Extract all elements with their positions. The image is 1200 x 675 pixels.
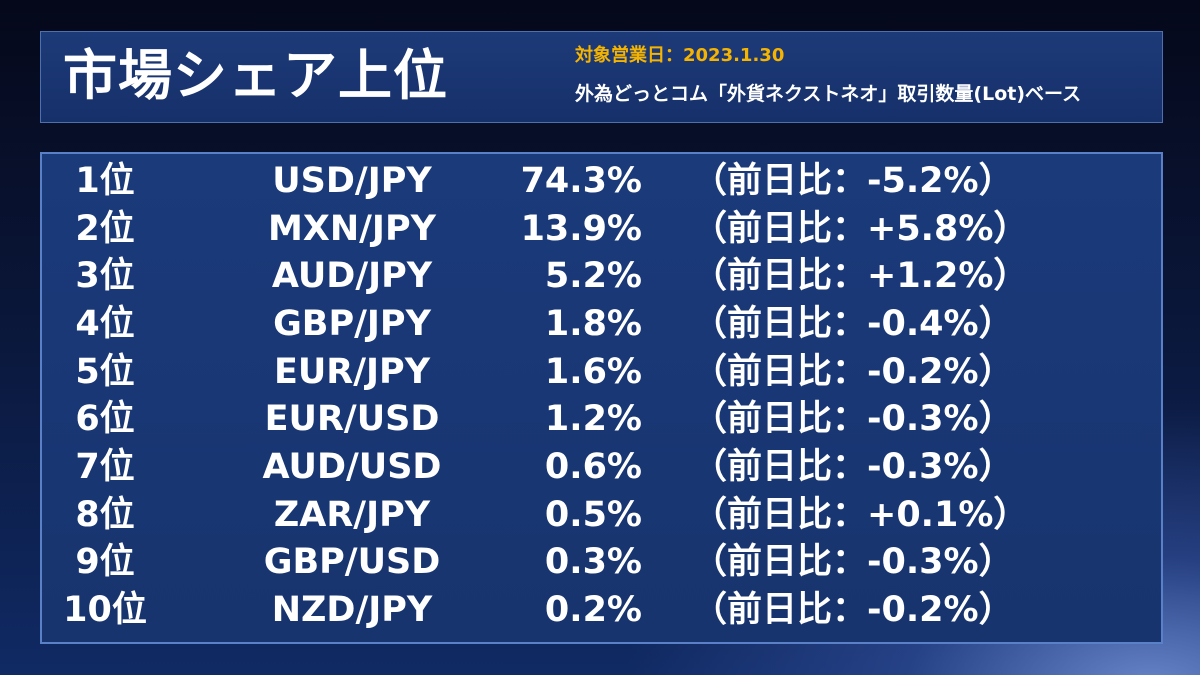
rank-cell: 5位 — [75, 352, 135, 392]
table-row: 3位 AUD/JPY 5.2% （前日比：+1.2%） — [42, 253, 1161, 299]
table-row: 10位 NZD/JPY 0.2% （前日比：-0.2%） — [42, 587, 1161, 633]
table-row: 7位 AUD/USD 0.6% （前日比：-0.3%） — [42, 444, 1161, 490]
share-cell: 5.2% — [544, 256, 642, 296]
share-cell: 1.2% — [544, 399, 642, 439]
rank-cell: 2位 — [75, 209, 135, 249]
table-row: 1位 USD/JPY 74.3% （前日比：-5.2%） — [42, 158, 1161, 204]
currency-pair-cell: MXN/JPY — [268, 209, 436, 249]
day-change-cell: （前日比：+5.8%） — [692, 209, 1029, 249]
rank-cell: 6位 — [75, 399, 135, 439]
share-cell: 0.5% — [544, 495, 642, 535]
share-cell: 0.3% — [544, 542, 642, 582]
currency-pair-cell: AUD/USD — [262, 447, 442, 487]
table-row: 5位 EUR/JPY 1.6% （前日比：-0.2%） — [42, 349, 1161, 395]
ranking-table: 1位 USD/JPY 74.3% （前日比：-5.2%） 2位 MXN/JPY … — [40, 152, 1163, 644]
share-cell: 1.8% — [544, 304, 642, 344]
day-change-cell: （前日比：-0.3%） — [692, 447, 1014, 487]
share-cell: 74.3% — [520, 161, 642, 201]
table-row: 8位 ZAR/JPY 0.5% （前日比：+0.1%） — [42, 492, 1161, 538]
currency-pair-cell: USD/JPY — [272, 161, 432, 201]
data-basis-note: 外為どっとコム「外貨ネクストネオ」取引数量(Lot)ベース — [575, 83, 1082, 105]
rank-cell: 7位 — [75, 447, 135, 487]
rank-cell: 10位 — [63, 590, 147, 630]
currency-pair-cell: GBP/JPY — [273, 304, 431, 344]
rank-cell: 9位 — [75, 542, 135, 582]
rank-cell: 4位 — [75, 304, 135, 344]
currency-pair-cell: NZD/JPY — [271, 590, 433, 630]
currency-pair-cell: GBP/USD — [263, 542, 441, 582]
rank-cell: 3位 — [75, 256, 135, 296]
day-change-cell: （前日比：-0.4%） — [692, 304, 1014, 344]
currency-pair-cell: AUD/JPY — [271, 256, 433, 296]
day-change-cell: （前日比：-0.3%） — [692, 542, 1014, 582]
table-row: 6位 EUR/USD 1.2% （前日比：-0.3%） — [42, 396, 1161, 442]
day-change-cell: （前日比：+0.1%） — [692, 495, 1029, 535]
day-change-cell: （前日比：-0.2%） — [692, 352, 1014, 392]
table-row: 9位 GBP/USD 0.3% （前日比：-0.3%） — [42, 539, 1161, 585]
rank-cell: 1位 — [75, 161, 135, 201]
business-date: 対象営業日：2023.1.30 — [575, 45, 785, 66]
day-change-cell: （前日比：-0.2%） — [692, 590, 1014, 630]
currency-pair-cell: EUR/JPY — [273, 352, 431, 392]
table-row: 4位 GBP/JPY 1.8% （前日比：-0.4%） — [42, 301, 1161, 347]
currency-pair-cell: ZAR/JPY — [273, 495, 431, 535]
header-panel: 市場シェア上位 対象営業日：2023.1.30 外為どっとコム「外貨ネクストネオ… — [40, 31, 1163, 123]
share-cell: 0.6% — [544, 447, 642, 487]
day-change-cell: （前日比：-5.2%） — [692, 161, 1014, 201]
day-change-cell: （前日比：-0.3%） — [692, 399, 1014, 439]
table-row: 2位 MXN/JPY 13.9% （前日比：+5.8%） — [42, 206, 1161, 252]
share-cell: 0.2% — [544, 590, 642, 630]
rank-cell: 8位 — [75, 495, 135, 535]
share-cell: 1.6% — [544, 352, 642, 392]
page-title: 市場シェア上位 — [63, 44, 448, 107]
share-cell: 13.9% — [520, 209, 642, 249]
currency-pair-cell: EUR/USD — [264, 399, 440, 439]
day-change-cell: （前日比：+1.2%） — [692, 256, 1029, 296]
